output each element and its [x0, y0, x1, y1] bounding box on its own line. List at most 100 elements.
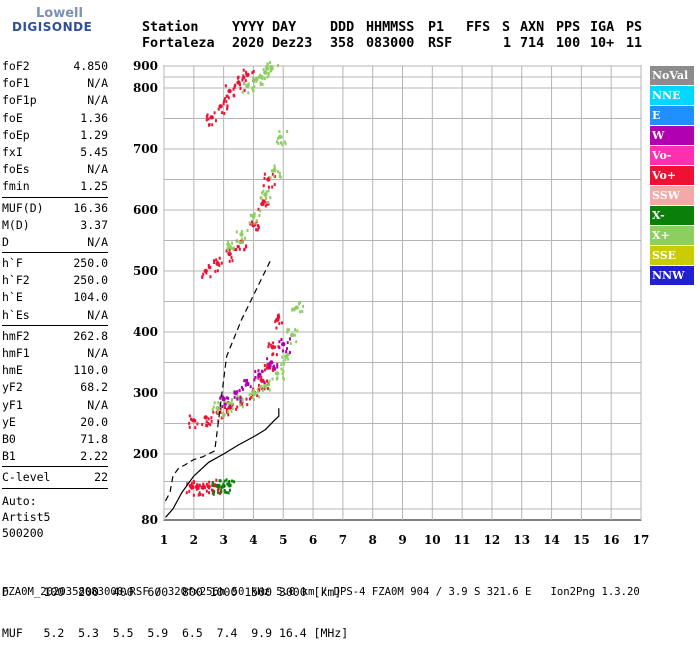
echo-mark [218, 483, 221, 487]
echo-mark [231, 402, 234, 406]
echo-mark [286, 328, 289, 332]
echo-mark [240, 402, 243, 406]
echo-mark [202, 493, 205, 497]
echo-mark [188, 421, 191, 425]
param-value: 71.8 [80, 431, 108, 446]
echo-mark [250, 220, 253, 224]
echo-mark [254, 369, 257, 373]
echo-mark [243, 76, 246, 80]
echo-mark [243, 379, 246, 383]
echo-mark [271, 185, 274, 189]
echo-mark [192, 486, 195, 490]
header-label: DDD [330, 20, 355, 35]
echo-mark [257, 376, 260, 380]
echo-mark [234, 83, 237, 87]
echo-mark [225, 99, 228, 103]
echo-mark [277, 314, 280, 318]
echo-mark [269, 196, 272, 200]
echo-mark [258, 395, 261, 399]
echo-mark [217, 401, 220, 405]
param-row: yE 20.0 [2, 414, 108, 431]
param-value: 104.0 [73, 290, 108, 305]
data-point [203, 415, 208, 420]
echo-mark [268, 388, 271, 392]
echo-mark [235, 230, 238, 234]
data-point [206, 484, 211, 489]
header-label: S [502, 20, 511, 35]
echo-mark [231, 259, 234, 263]
echo-mark [211, 408, 214, 412]
echo-mark [212, 492, 215, 496]
param-label: B0 [2, 431, 16, 446]
param-divider [2, 252, 108, 254]
header-value: 2020 [232, 36, 265, 51]
station-header: Station YYYY DAY DDD HHMMSS P1 FFS S AXN PPS IGA PS… [0, 0, 700, 56]
echo-mark [205, 118, 208, 122]
echo-mark [209, 423, 212, 427]
echo-mark [240, 386, 243, 390]
param-row: fmin 1.25 [2, 178, 108, 195]
echo-mark [261, 388, 264, 392]
echo-mark [252, 69, 255, 73]
echo-mark [219, 479, 222, 483]
echo-mark [252, 389, 255, 393]
echo-mark [287, 357, 290, 361]
echo-mark [253, 80, 256, 84]
header-label: AXN [520, 20, 545, 35]
echo-mark [273, 166, 276, 170]
echo-mark [216, 269, 219, 273]
echo-mark [257, 75, 260, 79]
echo-mark [269, 69, 272, 73]
echo-mark [195, 487, 198, 491]
param-label: foEs [2, 162, 30, 177]
echo-mark [215, 258, 218, 262]
data-point [263, 70, 268, 75]
echo-mark [211, 123, 214, 127]
data-point [275, 371, 280, 376]
echo-mark [201, 422, 204, 426]
echo-mark [275, 140, 278, 144]
echo-mark [261, 199, 264, 203]
echo-mark [236, 397, 239, 401]
echo-mark [262, 68, 265, 72]
param-row: hmF2 262.8 [2, 328, 108, 345]
x-tick-label: 17 [633, 533, 650, 547]
y-tick-label: 400 [133, 325, 158, 339]
echo-mark [278, 171, 281, 175]
echo-mark [269, 343, 272, 347]
echo-mark [272, 174, 275, 178]
echo-mark [295, 340, 298, 344]
echo-mark [208, 122, 211, 126]
echo-mark [205, 423, 208, 427]
echo-mark [276, 362, 279, 366]
echo-mark [253, 378, 256, 382]
header-value: RSF [428, 36, 453, 51]
data-point [263, 383, 268, 388]
echo-mark [225, 478, 228, 482]
param-value: 1.36 [80, 110, 108, 125]
echo-mark [220, 488, 223, 492]
header-value: 358 [330, 36, 355, 51]
legend-item: SSW [650, 185, 694, 206]
data-point [221, 396, 226, 402]
echo-mark [213, 259, 216, 263]
echo-mark [205, 115, 208, 119]
echo-mark [216, 488, 219, 492]
echo-mark [226, 482, 229, 486]
param-row: foF1p N/A [2, 92, 108, 109]
echo-mark [263, 364, 266, 368]
echo-mark [278, 315, 281, 319]
echo-mark [253, 85, 256, 89]
param-row: B0 71.8 [2, 431, 108, 448]
header-value: 1 [503, 36, 512, 51]
echo-mark [213, 111, 216, 115]
echo-mark [217, 419, 220, 423]
echo-mark [291, 308, 294, 312]
header-value: 083000 [366, 36, 415, 51]
echo-mark [207, 264, 210, 268]
echo-mark [266, 357, 269, 361]
echo-mark [246, 403, 249, 407]
echo-mark [250, 396, 253, 400]
echo-mark [282, 377, 285, 381]
echo-mark [256, 389, 259, 393]
